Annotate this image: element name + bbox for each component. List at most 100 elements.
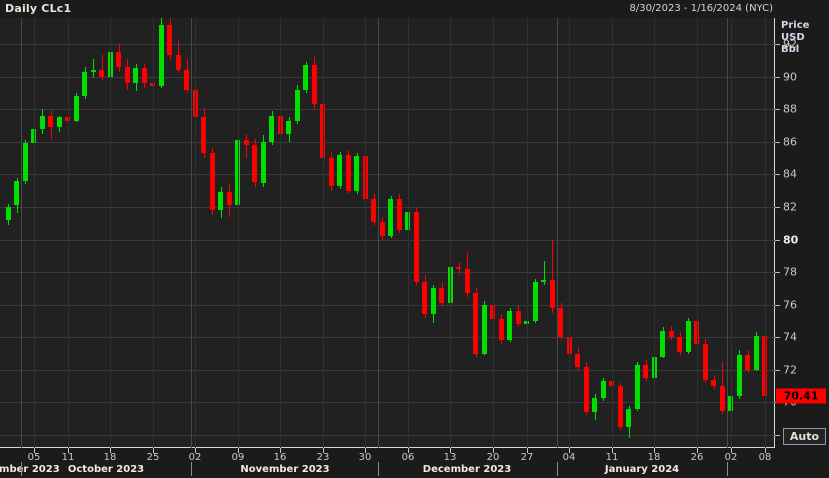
candle-body[interactable]: [40, 115, 45, 129]
candle-body[interactable]: [320, 104, 325, 159]
price-tick-mark: [775, 207, 780, 208]
candle-body[interactable]: [728, 395, 733, 411]
candle-body[interactable]: [227, 192, 232, 206]
candle-body[interactable]: [490, 304, 495, 320]
candle-body[interactable]: [507, 311, 512, 341]
month-separator: [378, 18, 379, 448]
date-tick-label: 25: [146, 452, 160, 463]
candle-body[interactable]: [762, 335, 767, 396]
candle-body[interactable]: [694, 320, 699, 344]
candle-body[interactable]: [575, 353, 580, 367]
candle-body[interactable]: [499, 319, 504, 341]
candle-body[interactable]: [720, 386, 725, 411]
candle-body[interactable]: [439, 288, 444, 304]
candle-body[interactable]: [643, 364, 648, 378]
candle-body[interactable]: [312, 65, 317, 105]
price-axis[interactable]: Price USD Bbl 92908886848280787674727068…: [775, 18, 829, 448]
candle-body[interactable]: [235, 140, 240, 206]
candle-body[interactable]: [6, 206, 11, 220]
candle-body[interactable]: [482, 304, 487, 354]
candle-body[interactable]: [91, 70, 96, 73]
candle-body[interactable]: [142, 68, 147, 84]
candle-body[interactable]: [201, 117, 206, 154]
candle-body[interactable]: [601, 381, 606, 398]
candle-body[interactable]: [23, 143, 28, 181]
candle-body[interactable]: [74, 96, 79, 121]
candle-body[interactable]: [354, 156, 359, 191]
candle-body[interactable]: [703, 343, 708, 380]
candle-body[interactable]: [48, 115, 53, 128]
candle-body[interactable]: [635, 364, 640, 409]
candle-body[interactable]: [99, 70, 104, 77]
candle-body[interactable]: [116, 52, 121, 67]
candle-body[interactable]: [329, 158, 334, 186]
candle-body[interactable]: [397, 198, 402, 230]
candle-body[interactable]: [261, 141, 266, 183]
candle-body[interactable]: [745, 355, 750, 370]
candle-body[interactable]: [516, 311, 521, 325]
candle-body[interactable]: [609, 381, 614, 387]
candle-body[interactable]: [584, 366, 589, 413]
candle-body[interactable]: [184, 70, 189, 90]
date-gridline: [765, 18, 766, 448]
price-tick-mark: [775, 272, 780, 273]
candle-body[interactable]: [65, 117, 70, 121]
candle-body[interactable]: [150, 83, 155, 87]
candle-body[interactable]: [295, 89, 300, 121]
candle-body[interactable]: [337, 154, 342, 186]
date-axis[interactable]: 05 11 18 25 02 09 16 23 30 06 13 20 27 04 11 18 26 02 08 Se…: [0, 448, 829, 478]
candle-body[interactable]: [414, 211, 419, 282]
candle-body[interactable]: [660, 330, 665, 357]
candle-body[interactable]: [210, 153, 215, 211]
candle-body[interactable]: [737, 355, 742, 396]
candle-body[interactable]: [558, 307, 563, 338]
candle-body[interactable]: [465, 268, 470, 294]
candle-body[interactable]: [686, 320, 691, 352]
candle-body[interactable]: [14, 180, 19, 206]
candle-body[interactable]: [422, 281, 427, 315]
candle-body[interactable]: [252, 145, 257, 183]
candle-body[interactable]: [133, 68, 138, 84]
candle-body[interactable]: [669, 330, 674, 338]
candle-body[interactable]: [405, 211, 410, 230]
candle-body[interactable]: [431, 288, 436, 315]
candle-body[interactable]: [456, 267, 461, 270]
candle-body[interactable]: [269, 115, 274, 142]
candle-body[interactable]: [286, 120, 291, 134]
date-tick-mark: [34, 448, 35, 453]
candle-body[interactable]: [473, 293, 478, 354]
month-label: September 2023: [0, 464, 60, 475]
price-gridline: [0, 305, 775, 306]
date-gridline: [365, 18, 366, 448]
candle-body[interactable]: [541, 280, 546, 283]
candle-body[interactable]: [533, 281, 538, 321]
date-tick-mark: [612, 448, 613, 453]
candle-body[interactable]: [524, 320, 529, 325]
price-gridline: [0, 109, 775, 110]
candle-body[interactable]: [159, 24, 164, 87]
candle-body[interactable]: [754, 335, 759, 370]
candle-body[interactable]: [303, 65, 308, 90]
candle-body[interactable]: [371, 198, 376, 222]
candle-body[interactable]: [167, 24, 172, 56]
candle-body[interactable]: [626, 408, 631, 427]
candle-body[interactable]: [82, 71, 87, 97]
candle-body[interactable]: [218, 192, 223, 211]
candle-body[interactable]: [244, 140, 249, 146]
candle-body[interactable]: [380, 221, 385, 237]
price-axis-header: Price USD Bbl: [781, 20, 809, 56]
candle-body[interactable]: [31, 128, 36, 144]
candle-body[interactable]: [550, 280, 555, 308]
candle-body[interactable]: [346, 154, 351, 191]
candle-body[interactable]: [388, 198, 393, 237]
candle-body[interactable]: [677, 337, 682, 352]
candle-body[interactable]: [57, 117, 62, 128]
candle-body[interactable]: [176, 55, 181, 71]
candle-body[interactable]: [125, 66, 130, 84]
candlestick-plot-area[interactable]: [0, 18, 775, 448]
candle-body[interactable]: [618, 386, 623, 427]
auto-scale-button[interactable]: Auto: [783, 428, 826, 445]
candle-body[interactable]: [592, 397, 597, 413]
date-tick-label: 20: [486, 452, 500, 463]
candle-body[interactable]: [711, 379, 716, 387]
